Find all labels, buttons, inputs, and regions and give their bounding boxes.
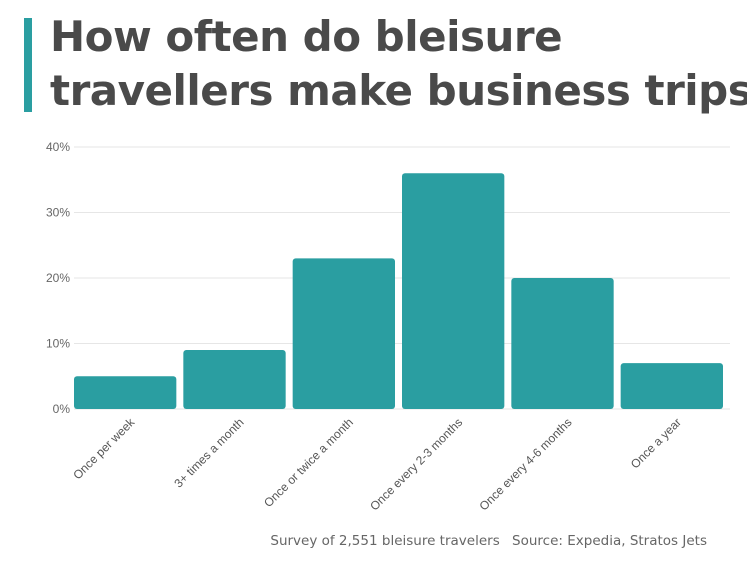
y-tick-label: 40% bbox=[46, 140, 70, 154]
chart-title-line-1: How often do bleisure bbox=[50, 12, 563, 61]
x-category-label: Once or twice a month bbox=[261, 415, 356, 510]
y-tick-label: 30% bbox=[46, 206, 70, 220]
survey-note: Survey of 2,551 bleisure travelers bbox=[270, 533, 500, 549]
y-axis: 0% 10% 20% 30% 40% bbox=[46, 140, 70, 416]
y-tick-label: 0% bbox=[53, 402, 71, 416]
chart-bars bbox=[74, 173, 723, 409]
bar bbox=[292, 258, 395, 409]
bar bbox=[74, 376, 177, 409]
bar-chart: 0% 10% 20% 30% 40% Once per week 3+ times a m… bbox=[46, 140, 730, 514]
chart-title-line-2: travellers make business trips? bbox=[50, 66, 747, 115]
title-accent-bar bbox=[24, 18, 32, 112]
bar bbox=[183, 350, 286, 409]
x-category-label: Once per week bbox=[70, 415, 138, 483]
bar bbox=[511, 278, 614, 409]
x-category-label: Once every 4-6 months bbox=[477, 415, 575, 513]
bar bbox=[620, 363, 723, 409]
y-tick-label: 20% bbox=[46, 271, 70, 285]
source-note: Source: Expedia, Stratos Jets bbox=[512, 533, 707, 549]
y-tick-label: 10% bbox=[46, 337, 70, 351]
chart-footer: Survey of 2,551 bleisure travelers Sourc… bbox=[270, 533, 707, 549]
x-category-label: Once every 2-3 months bbox=[367, 415, 465, 513]
x-category-label: Once a year bbox=[628, 415, 684, 471]
bar bbox=[402, 173, 505, 409]
x-category-label: 3+ times a month bbox=[171, 415, 246, 490]
x-axis: Once per week 3+ times a month Once or twi… bbox=[70, 415, 684, 514]
chart-title: How often do bleisure travellers make bu… bbox=[50, 10, 747, 118]
